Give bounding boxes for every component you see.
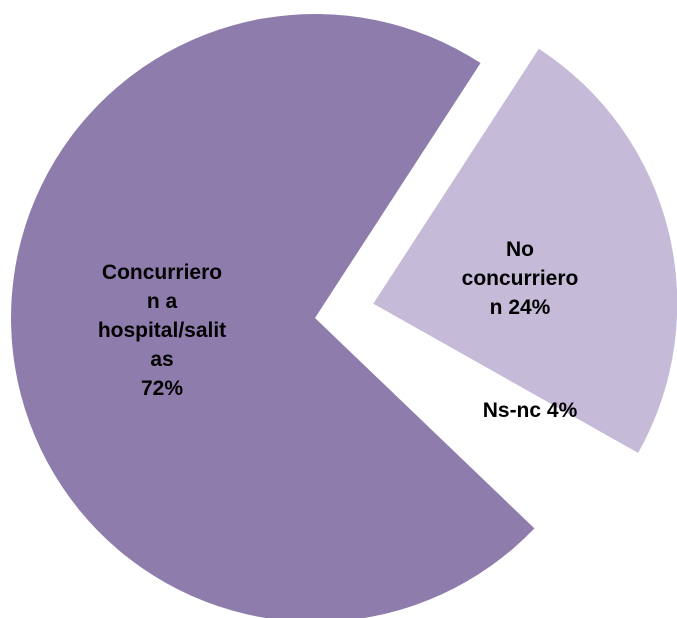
pie-slice	[373, 48, 677, 453]
pie-slice	[315, 318, 580, 529]
label-text: Ns-nc 4%	[483, 396, 578, 425]
category-label: Concurrieron a hospital/salitas	[97, 260, 227, 371]
label-box: No concurrieron 24%	[460, 188, 580, 368]
category-label: Ns-nc	[482, 398, 542, 422]
category-label: No concurrieron	[461, 237, 579, 319]
label-box: Ns-nc 4%	[460, 320, 600, 500]
slice-label: Ns-nc 4%	[460, 320, 600, 500]
label-box: Concurrieron a hospital/salitas 72%	[97, 240, 227, 420]
label-text: No concurrieron 24%	[460, 235, 580, 322]
value-label: 24%	[508, 295, 551, 319]
slice-label: Concurrieron a hospital/salitas 72%	[97, 240, 227, 420]
value-label: 4%	[546, 398, 578, 422]
pie-slice	[11, 14, 535, 618]
value-label: 72%	[140, 376, 184, 400]
slice-label: No concurrieron 24%	[460, 188, 580, 368]
label-text: Concurrieron a hospital/salitas 72%	[97, 258, 227, 403]
